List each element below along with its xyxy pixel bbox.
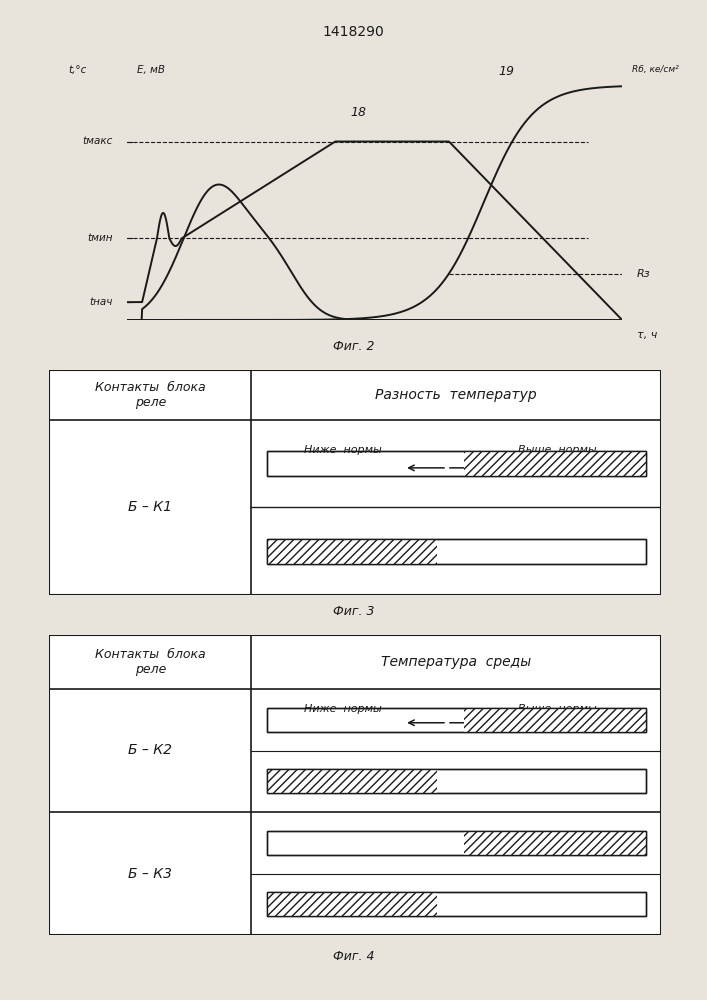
Bar — [267, 539, 645, 564]
Text: 19: 19 — [498, 65, 515, 78]
Text: Б – К2: Б – К2 — [129, 744, 173, 758]
Bar — [464, 831, 645, 855]
Bar — [267, 769, 645, 793]
Bar — [267, 539, 437, 564]
Text: tнач: tнач — [89, 297, 112, 307]
Bar — [267, 451, 645, 476]
Bar — [464, 451, 645, 476]
Bar — [267, 451, 645, 476]
Text: Фиг. 2: Фиг. 2 — [333, 340, 374, 353]
Bar — [267, 708, 645, 732]
Text: Rз: Rз — [637, 269, 650, 279]
Text: tмакс: tмакс — [82, 136, 112, 146]
Text: t,°c: t,°c — [68, 65, 86, 75]
Text: 1418290: 1418290 — [322, 25, 385, 39]
Text: E, мВ: E, мВ — [137, 65, 165, 75]
Text: Ниже  нормы: Ниже нормы — [304, 704, 382, 714]
Text: Выше  нормы: Выше нормы — [518, 704, 597, 714]
Bar — [464, 708, 645, 732]
Bar — [267, 769, 437, 793]
Text: Контакты  блока
реле: Контакты блока реле — [95, 381, 206, 409]
Bar — [267, 892, 437, 916]
Text: τ, ч: τ, ч — [637, 330, 658, 340]
Bar — [267, 892, 645, 916]
Bar — [267, 831, 645, 855]
Text: Ниже  нормы: Ниже нормы — [304, 445, 382, 455]
Bar — [267, 831, 645, 855]
Text: Выше  нормы: Выше нормы — [518, 445, 597, 455]
Text: tмин: tмин — [87, 233, 112, 243]
Text: 18: 18 — [350, 106, 366, 119]
Text: Фиг. 4: Фиг. 4 — [333, 950, 374, 963]
Text: Rб, ке/cм²: Rб, ке/cм² — [632, 65, 679, 74]
Bar — [267, 708, 645, 732]
Text: Контакты  блока
реле: Контакты блока реле — [95, 648, 206, 676]
Text: Б – К1: Б – К1 — [129, 500, 173, 514]
Bar — [267, 539, 645, 564]
Text: Разность  температур: Разность температур — [375, 388, 537, 402]
Text: Фиг. 3: Фиг. 3 — [333, 605, 374, 618]
Bar — [267, 769, 645, 793]
Text: Температура  среды: Температура среды — [381, 655, 531, 669]
Text: Б – К3: Б – К3 — [129, 866, 173, 880]
Bar — [267, 892, 645, 916]
